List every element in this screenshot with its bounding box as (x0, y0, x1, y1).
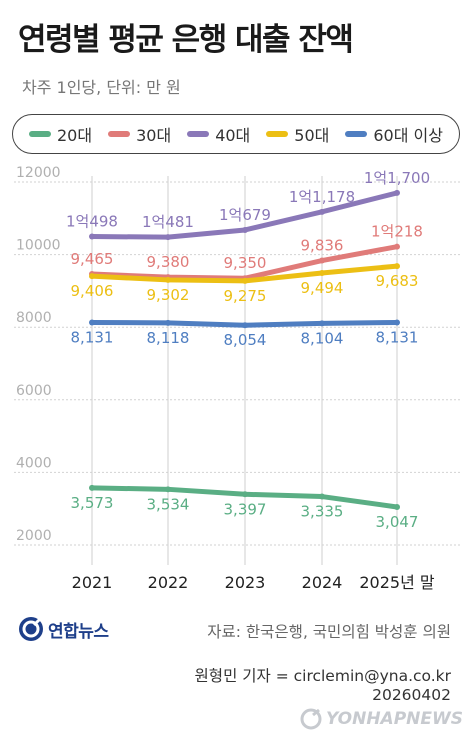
legend-swatch (266, 131, 289, 137)
data-label-40-0: 1억498 (66, 213, 118, 231)
chart-title: 연령별 평균 은행 대출 잔액 (18, 22, 354, 58)
yonhap-logo: 연합뉴스 (18, 616, 109, 642)
legend-label: 40대 (215, 126, 251, 145)
data-point-40-0 (89, 233, 95, 240)
data-label-40-3: 1억1,178 (289, 188, 355, 206)
data-point-60-1 (165, 319, 171, 326)
data-label-50-4: 9,683 (376, 272, 419, 290)
data-label-50-2: 9,275 (224, 287, 267, 305)
legend-item-40s: 40대 (187, 122, 250, 146)
x-tick-label-2023: 2023 (225, 573, 266, 592)
x-tick-label-2025: 2025년 말 (359, 573, 435, 592)
legend-label: 30대 (136, 126, 172, 145)
data-point-50-3 (319, 269, 325, 276)
data-label-60-4: 8,131 (376, 328, 419, 346)
watermark-text: YONHAPNEWS (325, 709, 463, 729)
data-point-40-1 (165, 234, 171, 241)
data-label-60-3: 8,104 (301, 329, 344, 347)
data-point-20-4 (394, 503, 400, 510)
data-label-60-1: 8,118 (147, 329, 190, 347)
y-tick-label-2000: 2000 (16, 528, 52, 544)
legend-item-50s: 50대 (266, 122, 329, 146)
data-point-60-2 (242, 322, 248, 329)
x-tick-label-2021: 2021 (72, 573, 113, 592)
publish-date: 20260402 (372, 686, 451, 704)
data-label-20-3: 3,335 (301, 503, 344, 521)
data-label-40-1: 1억481 (142, 213, 194, 231)
data-label-50-1: 9,302 (147, 286, 190, 304)
data-label-20-2: 3,397 (224, 500, 267, 518)
data-label-60-0: 8,131 (71, 328, 114, 346)
data-point-30-3 (319, 257, 325, 264)
data-point-60-0 (89, 319, 95, 326)
data-point-20-3 (319, 493, 325, 500)
yonhap-logo-icon (19, 617, 43, 641)
legend-item-20s: 20대 (29, 122, 92, 146)
watermark-icon (300, 708, 322, 730)
legend-label: 60대 이상 (373, 126, 443, 145)
legend-swatch (187, 131, 210, 137)
y-tick-label-4000: 4000 (16, 455, 52, 471)
data-point-50-4 (394, 263, 400, 270)
data-label-60-2: 8,054 (224, 331, 267, 349)
x-tick-label-2022: 2022 (148, 573, 189, 592)
x-tick-label-2024: 2024 (302, 573, 343, 592)
data-label-20-4: 3,047 (376, 513, 419, 531)
data-point-20-0 (89, 484, 95, 491)
data-label-50-0: 9,406 (71, 282, 114, 300)
data-label-20-1: 3,534 (147, 495, 190, 513)
data-label-30-2: 9,350 (224, 254, 267, 272)
line-chart: 2000 4000 6000 8000 10000 12000 2021 2022 2023 20… (14, 165, 460, 592)
data-point-40-2 (242, 226, 248, 233)
y-tick-label-6000: 6000 (16, 383, 52, 399)
y-tick-label-12000: 12000 (16, 165, 61, 181)
reporter-credit: 원형민 기자 = circlemin@yna.co.kr (194, 667, 451, 685)
logo-text: 연합뉴스 (48, 621, 109, 642)
data-point-50-2 (242, 277, 248, 284)
data-point-50-0 (89, 273, 95, 280)
legend-swatch (108, 131, 131, 137)
legend-swatch (345, 131, 368, 137)
data-point-30-4 (394, 243, 400, 250)
watermark: YONHAPNEWS (300, 708, 463, 730)
data-point-20-2 (242, 491, 248, 498)
data-point-40-4 (394, 189, 400, 196)
data-label-40-4: 1억1,700 (364, 169, 430, 187)
data-label-20-0: 3,573 (71, 494, 114, 512)
legend-item-60s-plus: 60대 이상 (345, 122, 443, 146)
data-label-50-3: 9,494 (301, 279, 344, 297)
legend-swatch (29, 131, 51, 137)
data-label-30-4: 1억218 (371, 223, 423, 241)
legend: 20대 30대 40대 50대 60대 이상 (12, 114, 460, 154)
source-text: 자료: 한국은행, 국민의힘 박성훈 의원 (207, 623, 451, 641)
y-tick-label-10000: 10000 (16, 238, 61, 254)
data-point-40-3 (319, 208, 325, 215)
data-point-50-1 (165, 276, 171, 283)
data-point-20-1 (165, 486, 171, 493)
y-tick-label-8000: 8000 (16, 310, 52, 326)
legend-label: 50대 (294, 126, 330, 145)
legend-item-30s: 30대 (108, 122, 171, 146)
data-label-30-3: 9,836 (301, 237, 344, 255)
data-label-30-1: 9,380 (147, 253, 190, 271)
chart-subtitle: 차주 1인당, 단위: 만 원 (22, 78, 181, 97)
data-label-30-0: 9,465 (71, 250, 114, 268)
data-point-60-3 (319, 320, 325, 327)
legend-label: 20대 (57, 126, 93, 145)
data-point-60-4 (394, 319, 400, 326)
data-label-40-2: 1억679 (219, 206, 271, 224)
